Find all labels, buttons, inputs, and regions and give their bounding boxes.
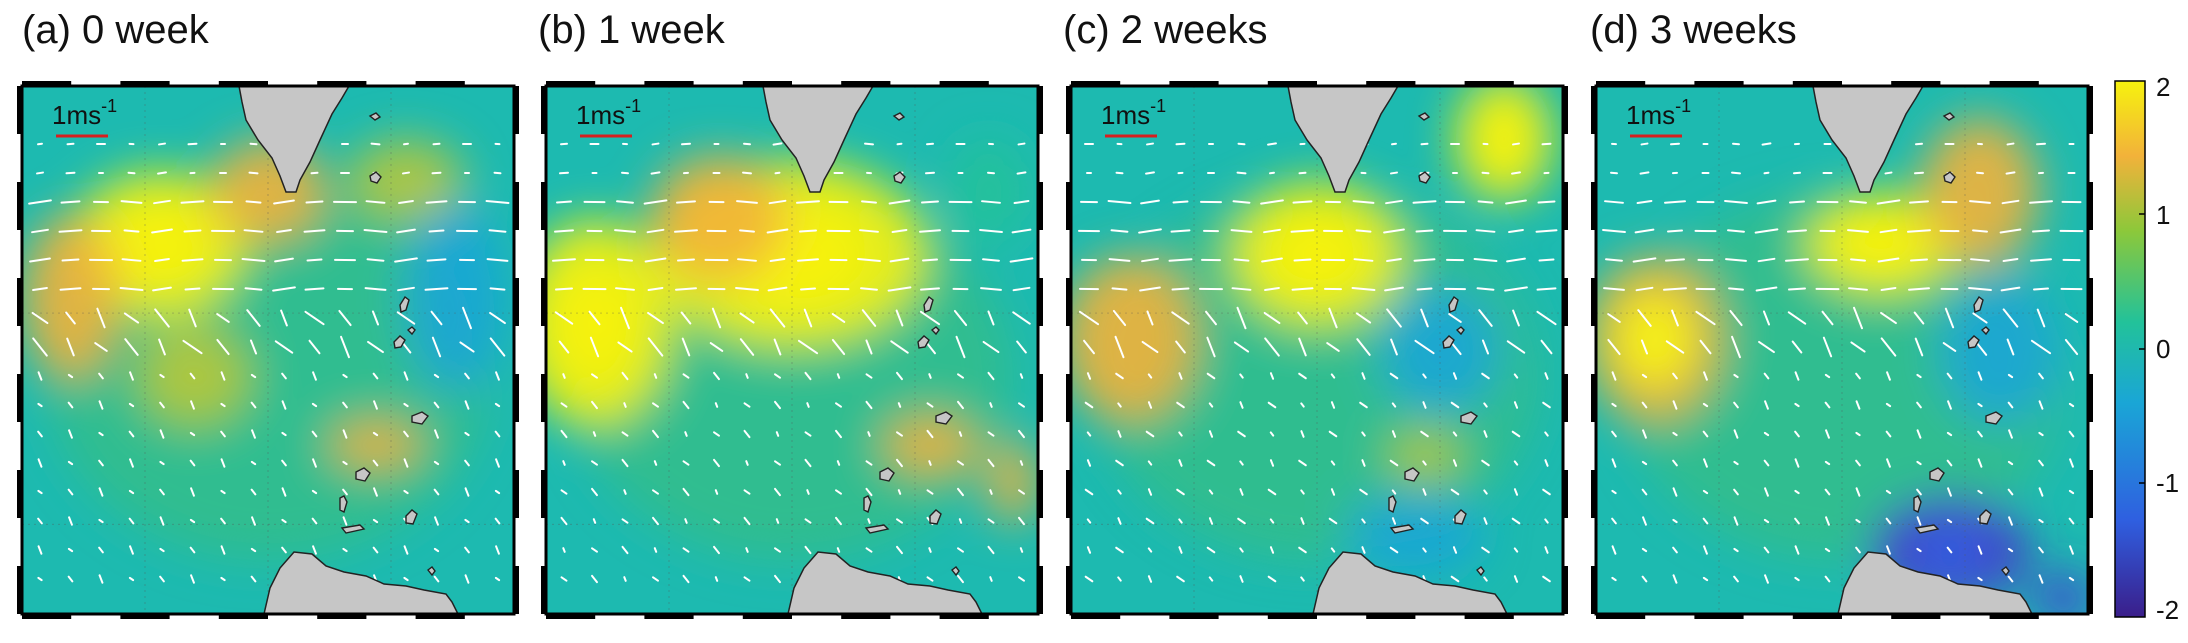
map-panel-b: 1ms-1 (538, 80, 1046, 620)
anomaly-blob (1920, 117, 2039, 266)
island (1967, 335, 1980, 349)
land-north (1287, 85, 1400, 193)
island (368, 112, 382, 121)
island (863, 495, 872, 513)
island (864, 524, 890, 534)
panel-title-c: (c) 2 weeks (1063, 8, 1268, 52)
island (923, 295, 934, 313)
island (355, 467, 371, 482)
colorbar-tick-1: 1 (2156, 200, 2171, 230)
colorbar-gradient (2114, 80, 2146, 618)
anomaly-blob (405, 202, 505, 393)
frame-ticks (541, 81, 1043, 619)
island (1460, 411, 1479, 425)
map-panel-c: 1ms-1 (1063, 80, 1571, 620)
colorbar-tick-neg1: -1 (2156, 468, 2180, 498)
island (393, 335, 406, 349)
island (1455, 326, 1465, 336)
island (369, 171, 382, 184)
island (1418, 171, 1431, 184)
colorbar-tick-0: 0 (2156, 334, 2171, 364)
land-south (263, 551, 460, 615)
island (1979, 509, 1992, 525)
panel-title-a: (a) 0 week (22, 8, 209, 52)
island (951, 566, 960, 577)
island (1985, 411, 2004, 425)
island (1942, 112, 1956, 121)
island (405, 509, 418, 525)
island (1929, 467, 1945, 482)
map-c: 1ms-1 (1066, 81, 1568, 619)
colorbar-tick-neg2: -2 (2156, 595, 2180, 625)
island (427, 566, 436, 577)
island (879, 467, 895, 482)
anomaly-blob (649, 154, 788, 282)
island (1448, 295, 1459, 313)
scale-label: 1ms-1 (52, 96, 117, 130)
map-b: 1ms-1 (541, 81, 1043, 619)
island (1388, 495, 1397, 513)
land-north (762, 85, 875, 193)
island (1973, 295, 1984, 313)
island (339, 495, 348, 513)
anomaly-blob (1385, 429, 1465, 482)
island (893, 171, 906, 184)
island (1442, 335, 1455, 349)
island (406, 326, 416, 336)
wind-vectors (552, 142, 1034, 584)
map-panel-d: 1ms-1 (1588, 80, 2096, 620)
island (892, 112, 906, 121)
island (399, 295, 410, 313)
island (930, 326, 940, 336)
anomaly-blob (880, 413, 979, 477)
map-d: 1ms-1 (1591, 81, 2093, 619)
island (917, 335, 930, 349)
island (929, 509, 942, 525)
wind-vectors (1078, 142, 1558, 583)
island (1417, 112, 1431, 121)
island (1389, 524, 1415, 534)
anomaly-blob (988, 439, 1038, 525)
land-south (1837, 551, 2034, 615)
land-north (238, 85, 351, 193)
colorbar: 2 1 0 -1 -2 (2114, 72, 2188, 628)
anomaly-blob (22, 212, 121, 382)
land-south (787, 551, 984, 615)
island (411, 411, 430, 425)
island (1980, 326, 1990, 336)
island (340, 524, 366, 534)
frame-ticks (17, 81, 519, 619)
island (1404, 467, 1420, 482)
frame-ticks (1591, 81, 2093, 619)
land-south (1312, 551, 1509, 615)
map-a: 1ms-1 (17, 81, 519, 619)
island (1454, 509, 1467, 525)
island (1943, 171, 1956, 184)
wind-vectors (1602, 142, 2084, 584)
anomaly-blob (1071, 254, 1199, 424)
island (1913, 495, 1922, 513)
island (1476, 566, 1485, 577)
land-north (1812, 85, 1925, 193)
scale-label: 1ms-1 (1626, 96, 1691, 130)
anomaly-blob (327, 418, 426, 472)
scale-label: 1ms-1 (1101, 96, 1166, 130)
anomaly-blob (949, 138, 1029, 245)
island (1914, 524, 1940, 534)
anomaly-blob (1346, 492, 1485, 578)
island (2001, 566, 2010, 577)
wind-vectors (28, 142, 510, 584)
island (935, 411, 954, 425)
panel-title-d: (d) 3 weeks (1590, 8, 1797, 52)
map-panel-a: 1ms-1 (14, 80, 522, 620)
frame-ticks (1066, 81, 1568, 619)
anomaly-blob (135, 323, 254, 430)
panel-title-b: (b) 1 week (538, 8, 725, 52)
colorbar-tick-2: 2 (2156, 72, 2171, 102)
scale-label: 1ms-1 (576, 96, 641, 130)
